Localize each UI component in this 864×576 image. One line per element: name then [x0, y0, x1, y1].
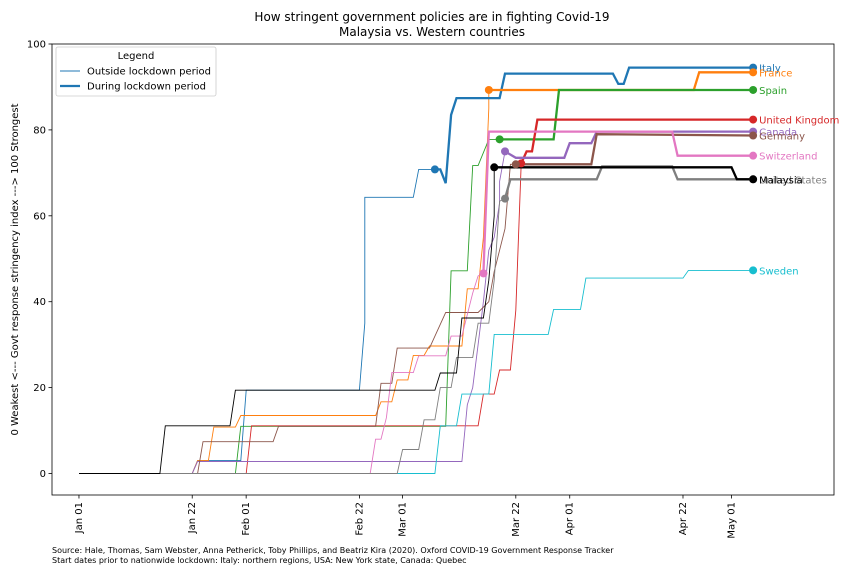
series-line-during-spain — [499, 88, 754, 141]
chart-subtitle: Malaysia vs. Western countries — [338, 25, 526, 39]
x-tick-label: Mar 01 — [398, 502, 409, 537]
series-line-before-spain — [79, 138, 500, 474]
series-end-marker-switzerland — [749, 151, 758, 160]
x-tick-label: Jan 22 — [187, 502, 198, 534]
series-line-during-germany — [515, 133, 754, 166]
y-tick-label: 20 — [33, 383, 46, 394]
series-line-during-switzerland — [482, 130, 754, 274]
source-line-1: Source: Hale, Thomas, Sam Webster, Anna … — [52, 546, 614, 555]
series-end-marker-malaysia — [749, 175, 758, 184]
series-end-marker-france — [749, 68, 758, 77]
x-tick-label: Mar 22 — [511, 502, 522, 537]
y-tick-label: 0 — [40, 469, 46, 480]
series-line-during-united-states — [503, 165, 754, 199]
x-tick-label: Feb 01 — [241, 502, 252, 536]
x-tick-label: May 01 — [727, 502, 738, 539]
series-end-marker-sweden — [749, 266, 758, 275]
y-tick-label: 100 — [27, 40, 46, 51]
series-line-before-switzerland — [79, 272, 484, 474]
lockdown-start-marker-malaysia — [490, 163, 499, 172]
series-line-before-france — [79, 90, 490, 474]
series-line-before-sweden — [79, 269, 754, 474]
chart-title: How stringent government policies are in… — [254, 10, 610, 24]
lockdown-start-marker-switzerland — [479, 269, 488, 278]
series-end-marker-united-kingdom — [749, 115, 758, 124]
legend-box — [55, 46, 217, 97]
legend-label-during: During lockdown period — [87, 82, 206, 93]
series-line-before-canada — [79, 151, 506, 474]
end-label-spain: Spain — [759, 86, 787, 97]
end-label-united-states: United States — [759, 175, 827, 186]
series-end-marker-germany — [749, 131, 758, 140]
lockdown-start-marker-france — [484, 85, 493, 94]
series-line-during-malaysia — [494, 166, 754, 181]
series-line-before-italy — [79, 168, 435, 474]
lockdown-start-marker-germany — [511, 160, 520, 169]
y-axis-label: 0 Weakest <--- Govt response stringency … — [10, 103, 21, 435]
end-label-germany: Germany — [759, 131, 805, 142]
y-tick-label: 60 — [33, 211, 46, 222]
plot-frame — [51, 43, 835, 496]
series-end-marker-spain — [749, 85, 758, 94]
series-line-before-united-kingdom — [79, 163, 522, 474]
legend-title: Legend — [118, 51, 155, 62]
x-tick-label: Jan 01 — [74, 502, 85, 534]
series-line-before-germany — [79, 163, 516, 474]
x-tick-label: Apr 22 — [678, 502, 689, 535]
end-label-united-kingdom: United Kingdom — [759, 116, 839, 127]
y-tick-label: 80 — [33, 125, 46, 136]
series-line-before-united-states — [79, 198, 506, 474]
series-line-during-united-kingdom — [520, 118, 754, 164]
source-line-2: Start dates prior to nationwide lockdown… — [52, 556, 467, 565]
legend-label-outside: Outside lockdown period — [87, 67, 211, 78]
series-line-before-malaysia — [79, 167, 495, 474]
lockdown-start-marker-canada — [501, 147, 510, 156]
lockdown-start-marker-united-states — [501, 194, 510, 203]
x-tick-label: Apr 01 — [565, 502, 576, 535]
x-tick-label: Feb 22 — [354, 502, 365, 536]
end-label-italy: Italy — [759, 64, 781, 75]
series-line-during-italy — [434, 66, 754, 184]
series-line-during-canada — [504, 130, 754, 159]
end-label-sweden: Sweden — [759, 266, 799, 277]
end-label-malaysia: Malaysia — [759, 175, 803, 186]
series-line-during-france — [488, 71, 754, 92]
lockdown-start-marker-italy — [430, 165, 439, 174]
lockdown-start-marker-spain — [495, 135, 504, 144]
end-label-canada: Canada — [759, 128, 797, 139]
end-label-france: France — [759, 68, 792, 79]
y-tick-label: 40 — [33, 297, 46, 308]
end-label-switzerland: Switzerland — [759, 152, 817, 163]
